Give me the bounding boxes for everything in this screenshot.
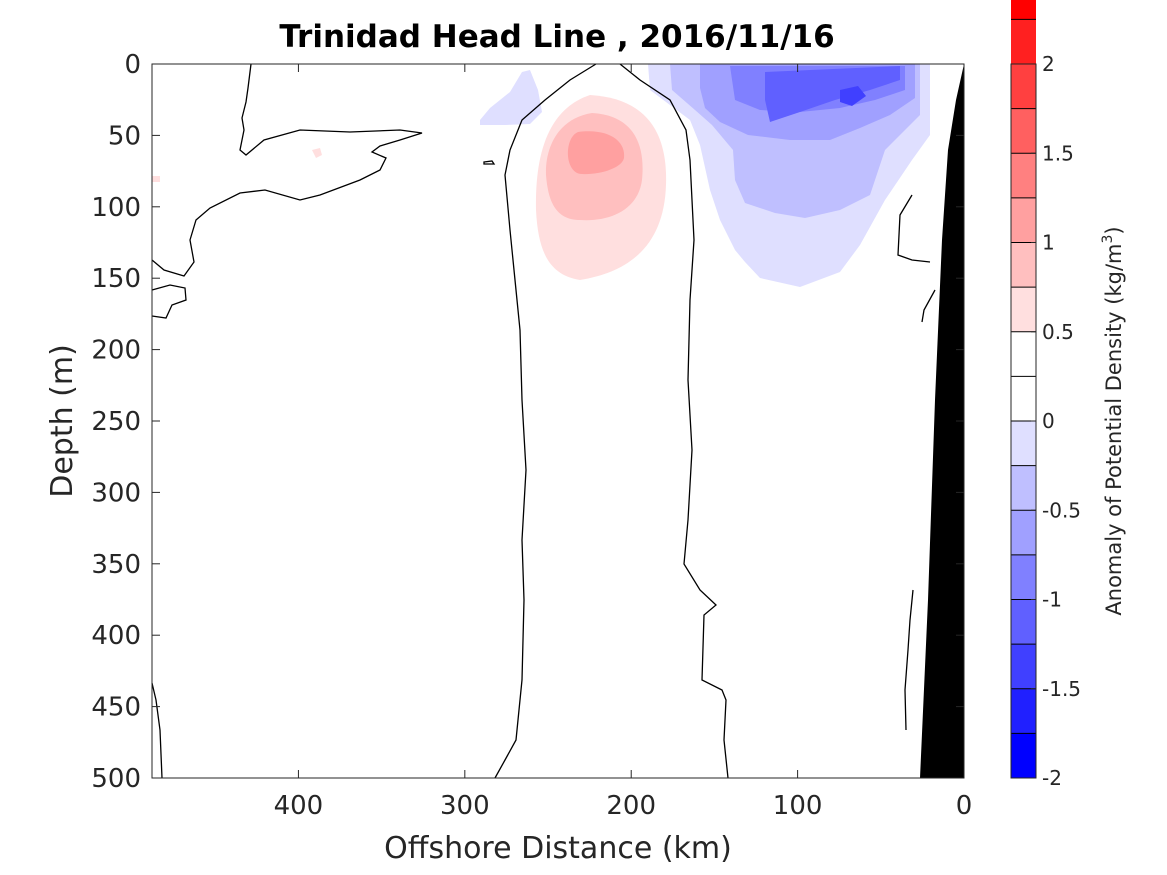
colorbar-band [1011,242,1036,288]
x-axis: 400 300 200 100 0 [274,64,973,821]
y-axis-label: Depth (m) [45,344,80,498]
y-tick-label: 100 [91,193,141,223]
colorbar-band [1011,733,1036,778]
chart-title: Trinidad Head Line , 2016/11/16 [279,19,834,55]
y-tick-label: 0 [124,50,141,80]
x-axis-label: Offshore Distance (km) [384,831,732,866]
negative-anomaly-contours [480,64,930,287]
colorbar-band [1011,287,1036,332]
contour-line-center-left [494,63,597,779]
contour-fill-neg-1.25 [765,66,900,122]
contour-fill-neg-1.5 [840,86,866,106]
colorbar-band [1011,64,1036,109]
colorbar-tick-label: -1 [1042,588,1062,612]
y-tick-label: 350 [91,550,141,580]
contour-line-lower-left [151,682,163,779]
colorbar-label-main: Anomaly of Potential Density (kg/m [1102,244,1126,616]
colorbar-band [1011,599,1036,645]
colorbar-band [1011,197,1036,243]
seafloor [920,64,964,778]
y-tick-label: 300 [91,478,141,508]
colorbar-band [1011,153,1036,198]
x-tick-label: 200 [606,791,656,821]
contour-line-right-edge-2 [921,289,936,323]
positive-anomaly-contours [152,95,667,280]
colorbar-band [1011,331,1036,377]
colorbar-band [1011,688,1036,734]
colorbar-label: Anomaly of Potential Density (kg/m3) [1100,226,1126,615]
y-tick-label: 150 [91,264,141,294]
colorbar [1010,0,1037,779]
colorbar-tick-label: -0.5 [1042,498,1081,522]
x-tick-label: 100 [773,791,823,821]
zero-contour-lines [151,63,936,779]
y-tick-label: 500 [91,764,141,794]
x-tick-label: 0 [956,791,973,821]
y-tick-label: 50 [108,121,141,151]
colorbar-band [1011,465,1036,511]
colorbar-band [1011,644,1036,689]
colorbar-band [1011,554,1036,600]
contour-fill-pos-edge [152,176,160,182]
y-tick-label: 450 [91,693,141,723]
colorbar-tick-label: 1.5 [1042,141,1074,165]
colorbar-tick-label: 2 [1042,52,1055,76]
contour-fill-pos-speck [312,148,322,158]
contour-line-center-right [619,63,729,779]
contour-line-small-loop [151,284,187,319]
y-tick-label: 250 [91,407,141,437]
colorbar-band [1011,510,1036,555]
x-tick-label: 300 [440,791,490,821]
plot-area [151,63,965,779]
colorbar-band [1011,108,1036,154]
colorbar-tick-label: -2 [1042,766,1062,790]
colorbar-tick-label: 0 [1042,409,1055,433]
contour-line-small-patch [483,160,496,165]
colorbar-label-superscript: 3 [1100,235,1116,244]
contour-line-lower-right [904,589,914,731]
contour-line-right-edge [897,194,931,263]
colorbar-tick-label: 1 [1042,231,1055,255]
contour-fill-pos-0.75 [567,131,625,175]
colorbar-band [1011,421,1036,466]
colorbar-tick-label: -1.5 [1042,677,1081,701]
colorbar-ticks: -2 -1.5 -1 -0.5 0 0.5 1 1.5 2 [1031,52,1081,790]
colorbar-band [1011,376,1036,421]
x-tick-label: 400 [274,791,324,821]
colorbar-tick-label: 0.5 [1042,320,1074,344]
y-tick-label: 400 [91,621,141,651]
y-axis: 0 50 100 150 200 250 300 350 400 450 500 [91,50,964,794]
contour-line-upper-left [151,63,423,277]
colorbar-band [1011,19,1036,64]
contour-fill-neg-small [480,70,542,125]
y-tick-label: 200 [91,336,141,366]
colorbar-band [1011,0,1036,20]
colorbar-label-suffix: ) [1102,226,1126,234]
